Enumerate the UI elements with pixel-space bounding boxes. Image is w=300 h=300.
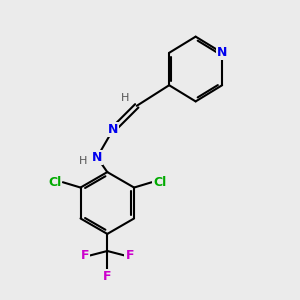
Text: N: N [108,123,119,136]
Text: F: F [125,249,134,262]
Text: Cl: Cl [48,176,61,189]
Text: H: H [122,93,130,103]
Text: H: H [79,156,87,166]
Text: F: F [103,270,112,283]
Text: N: N [92,151,102,164]
Text: Cl: Cl [153,176,167,189]
Text: N: N [217,46,227,59]
Text: F: F [81,249,89,262]
